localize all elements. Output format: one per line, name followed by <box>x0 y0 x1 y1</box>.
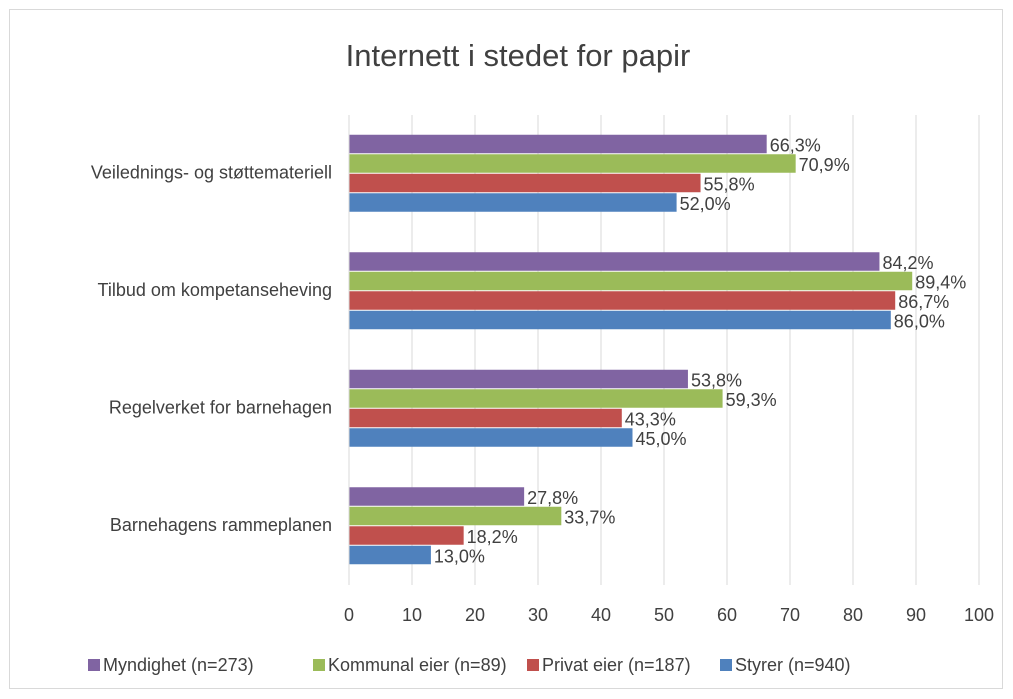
value-label: 86,0% <box>894 311 945 331</box>
y-tick-label: Veilednings- og støttemateriell <box>91 163 332 183</box>
bar <box>349 291 896 310</box>
bar <box>349 487 525 506</box>
legend-swatch <box>527 659 539 671</box>
bar <box>349 506 562 526</box>
bar <box>349 173 701 193</box>
x-tick-label: 30 <box>528 605 548 625</box>
value-label: 86,7% <box>898 292 949 312</box>
legend-label: Styrer (n=940) <box>735 655 851 675</box>
bar <box>349 526 464 545</box>
x-tick-label: 20 <box>465 605 485 625</box>
bar <box>349 369 688 389</box>
value-label: 53,8% <box>691 370 742 390</box>
value-label: 27,8% <box>527 488 578 508</box>
value-label: 89,4% <box>915 272 966 292</box>
legend-label: Privat eier (n=187) <box>542 655 691 675</box>
x-tick-label: 60 <box>717 605 737 625</box>
legend-label: Myndighet (n=273) <box>103 655 254 675</box>
value-label: 59,3% <box>726 390 777 410</box>
value-label: 33,7% <box>564 507 615 527</box>
bar <box>349 408 622 428</box>
x-tick-label: 0 <box>344 605 354 625</box>
bar <box>349 134 767 154</box>
y-tick-label: Barnehagens rammeplanen <box>110 515 332 535</box>
legend-swatch <box>720 659 732 671</box>
x-tick-label: 100 <box>964 605 994 625</box>
x-tick-label: 40 <box>591 605 611 625</box>
bar <box>349 271 913 291</box>
y-tick-label: Regelverket for barnehagen <box>109 398 332 418</box>
value-label: 70,9% <box>799 155 850 175</box>
chart-frame <box>9 9 1003 689</box>
value-label: 84,2% <box>882 253 933 273</box>
bar <box>349 310 891 330</box>
value-label: 43,3% <box>625 409 676 429</box>
value-label: 55,8% <box>704 174 755 194</box>
bar <box>349 154 796 173</box>
x-tick-label: 10 <box>402 605 422 625</box>
value-label: 45,0% <box>636 429 687 449</box>
x-tick-label: 70 <box>780 605 800 625</box>
y-tick-label: Tilbud om kompetanseheving <box>98 280 332 300</box>
value-label: 52,0% <box>680 194 731 214</box>
legend-label: Kommunal eier (n=89) <box>328 655 507 675</box>
value-label: 66,3% <box>770 135 821 155</box>
x-tick-label: 80 <box>843 605 863 625</box>
bar <box>349 428 633 447</box>
bar <box>349 193 677 212</box>
legend-swatch <box>88 659 100 671</box>
bar <box>349 252 880 271</box>
bar <box>349 389 723 408</box>
x-tick-label: 90 <box>906 605 926 625</box>
legend-swatch <box>313 659 325 671</box>
value-label: 13,0% <box>434 546 485 566</box>
chart-title: Internett i stedet for papir <box>346 38 691 73</box>
bar <box>349 545 431 565</box>
value-label: 18,2% <box>467 527 518 547</box>
x-tick-label: 50 <box>654 605 674 625</box>
